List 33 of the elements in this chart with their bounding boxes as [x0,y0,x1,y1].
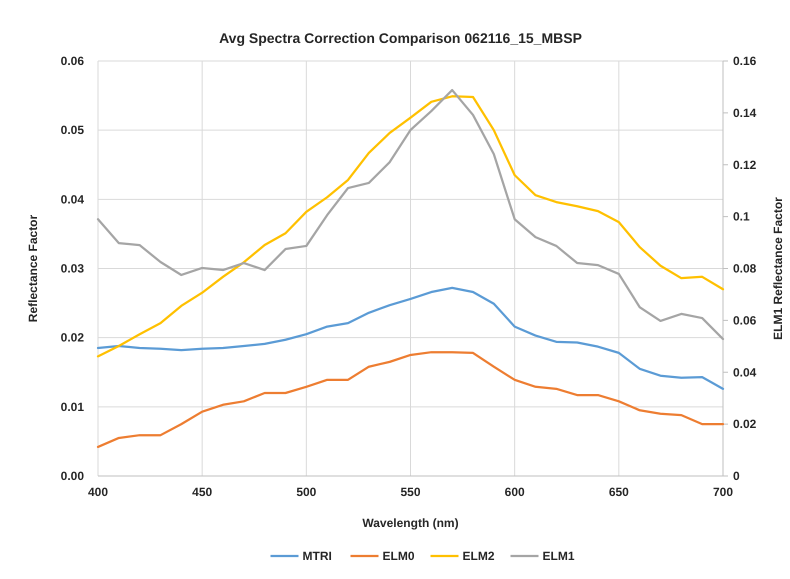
y-tick-label: 0.03 [60,262,84,276]
line-series [96,286,724,390]
x-tick-label: 550 [400,485,421,499]
y-tick-label: 0.02 [60,330,84,345]
y-tick-label: 0.06 [60,54,84,68]
x-tick-label: 500 [296,485,317,499]
line-series [96,351,724,448]
y2-tick-label: 0.12 [733,158,757,172]
x-tick-label: 700 [712,485,734,499]
legend-label: ELM2 [462,549,495,563]
y2-tick-label: 0.06 [733,313,757,328]
legend-label: ELM0 [382,549,415,563]
chart-title: Avg Spectra Correction Comparison 062116_15_MBSP [219,30,582,46]
x-tick-label: 600 [504,485,525,499]
legend-label: MTRI [302,549,332,563]
y2-tick-label: 0.1 [733,210,750,224]
y2-tick-label: 0.08 [733,262,757,276]
y2-tick-label: 0 [733,469,740,483]
y2-tick-label: 0.04 [733,365,757,380]
y-tick-label: 0.04 [60,192,84,206]
y2-axis-title: ELM1 Reflectance Factor [771,196,785,340]
y2-tick-label: 0.02 [733,417,757,432]
x-tick-label: 650 [608,485,630,499]
legend-label: ELM1 [542,549,575,563]
x-tick-label: 450 [192,485,212,499]
y-tick-label: 0.01 [60,400,84,414]
y-tick-label: 0.05 [60,123,84,138]
y2-tick-label: 0.16 [733,54,757,68]
x-axis-title: Wavelength (nm) [362,516,459,530]
y-axis-title: Reflectance Factor [26,214,40,322]
y-tick-label: 0.00 [60,469,84,483]
y2-tick-label: 0.14 [733,106,757,120]
x-tick-label: 400 [88,485,108,499]
